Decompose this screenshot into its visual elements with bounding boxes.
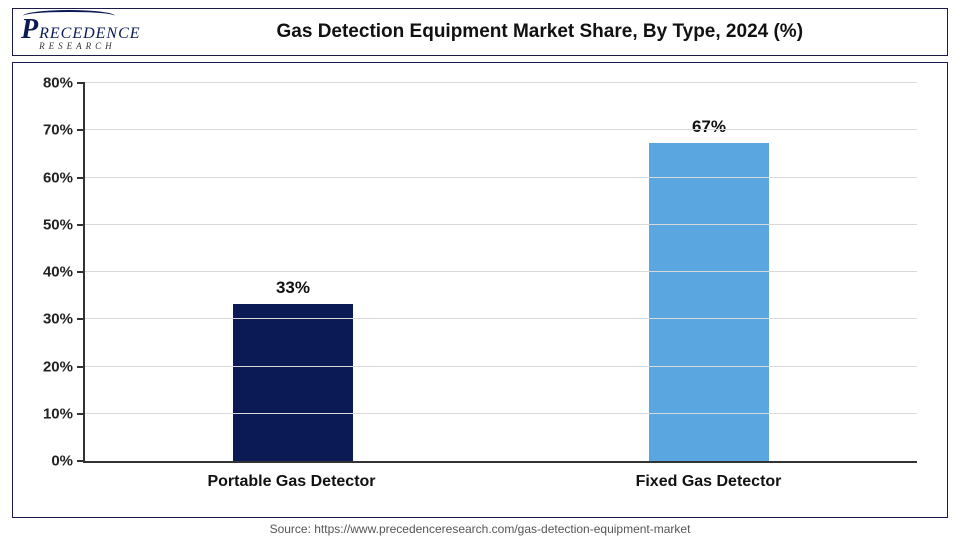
chart-title: Gas Detection Equipment Market Share, By… xyxy=(141,21,939,43)
grid-line xyxy=(85,413,917,414)
logo-letter: P xyxy=(21,14,38,46)
y-axis-label: 70% xyxy=(43,122,73,139)
grid-line xyxy=(85,318,917,319)
y-tick xyxy=(77,82,85,84)
y-tick xyxy=(77,224,85,226)
bar-slot: 33% xyxy=(127,304,460,461)
y-tick xyxy=(77,460,85,462)
brand-logo: P RECEDENCE RESEARCH xyxy=(21,14,141,49)
y-axis-label: 10% xyxy=(43,405,73,422)
y-tick xyxy=(77,271,85,273)
grid-line xyxy=(85,177,917,178)
y-axis-label: 0% xyxy=(51,453,73,470)
grid-line xyxy=(85,82,917,83)
x-axis-label: Fixed Gas Detector xyxy=(542,473,876,491)
y-axis-label: 20% xyxy=(43,358,73,375)
y-axis-label: 40% xyxy=(43,264,73,281)
plot-area: 33%67% 0%10%20%30%40%50%60%70%80% xyxy=(83,83,917,463)
y-tick xyxy=(77,318,85,320)
bar-value-label: 67% xyxy=(692,117,726,137)
y-tick xyxy=(77,177,85,179)
y-axis-label: 30% xyxy=(43,311,73,328)
bar: 33% xyxy=(233,304,353,461)
y-axis-label: 80% xyxy=(43,75,73,92)
logo-swoosh-icon xyxy=(23,10,115,22)
grid-line xyxy=(85,129,917,130)
grid-line xyxy=(85,366,917,367)
y-axis-label: 50% xyxy=(43,216,73,233)
grid-line xyxy=(85,224,917,225)
grid-line xyxy=(85,271,917,272)
source-text: Source: https://www.precedenceresearch.c… xyxy=(12,522,948,536)
y-tick xyxy=(77,366,85,368)
x-axis-label: Portable Gas Detector xyxy=(125,473,459,491)
x-axis-labels: Portable Gas Detector Fixed Gas Detector xyxy=(83,473,917,491)
bar-value-label: 33% xyxy=(276,278,310,298)
logo-sub: RESEARCH xyxy=(39,42,140,50)
chart-container: 33% 67% 0% 10% 20% 30% 40% 50% 60% 70% 80% Portab… xyxy=(12,62,948,518)
bars-group: 33% 67% xyxy=(85,83,917,461)
logo-word: RECEDENCE xyxy=(39,27,140,41)
y-tick xyxy=(77,413,85,415)
y-axis-label: 60% xyxy=(43,169,73,186)
header-row: P RECEDENCE RESEARCH Gas Detection Equip… xyxy=(12,8,948,56)
y-tick xyxy=(77,129,85,131)
